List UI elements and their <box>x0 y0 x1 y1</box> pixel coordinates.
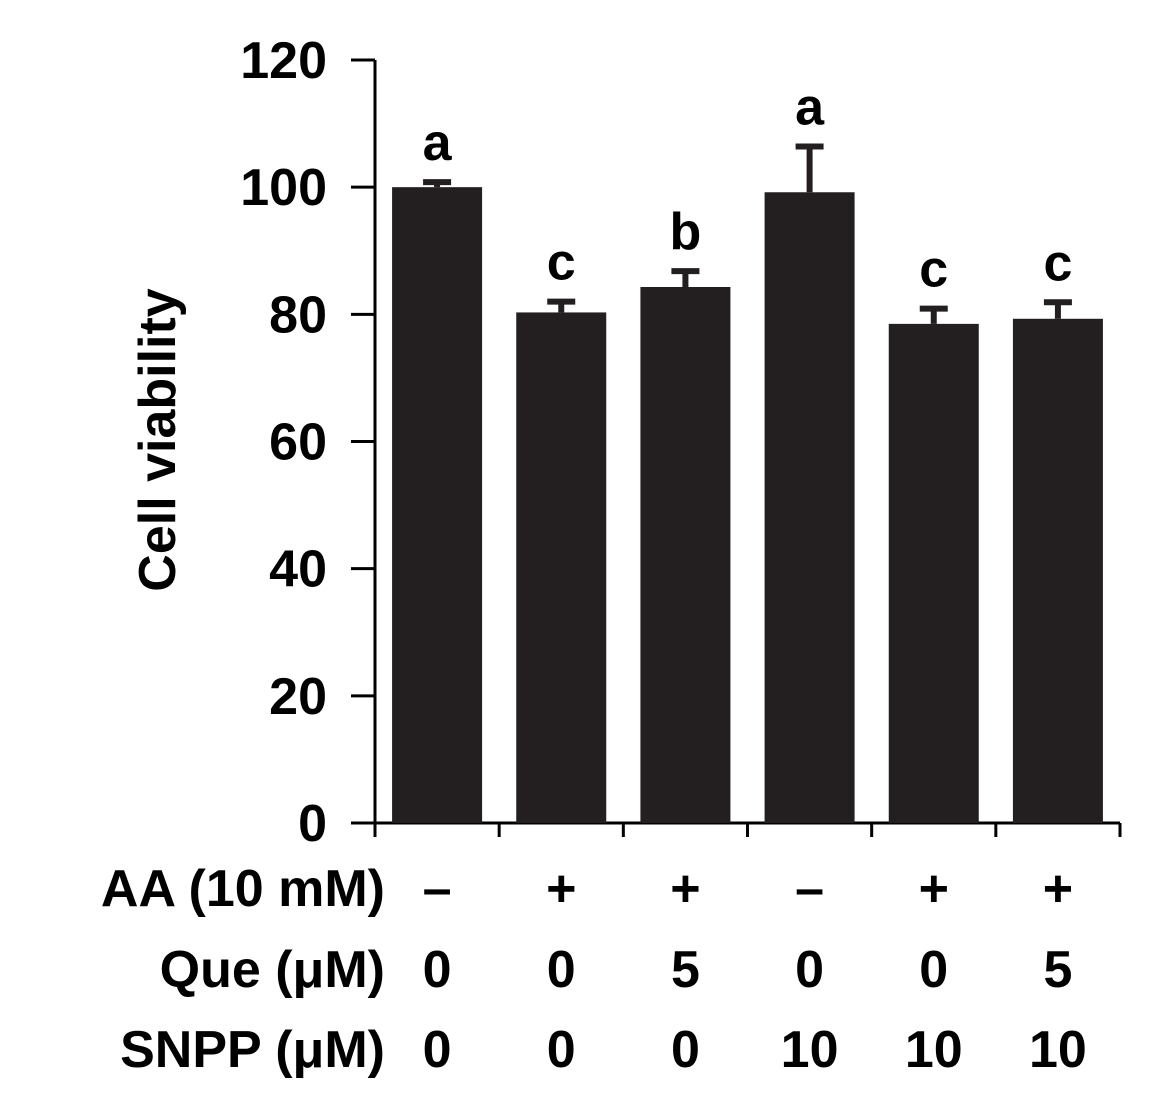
bar <box>1012 318 1103 823</box>
treatment-row-label: SNPP (μM) <box>120 1021 385 1079</box>
treatment-value: 10 <box>1029 1021 1087 1079</box>
treatment-value: 0 <box>671 1021 700 1079</box>
treatment-value: 5 <box>1043 941 1072 999</box>
x-axis <box>373 821 1122 837</box>
treatment-value: 0 <box>423 941 452 999</box>
error-bars <box>423 143 1072 324</box>
treatment-value: 0 <box>795 941 824 999</box>
y-tick-label: 100 <box>240 159 327 217</box>
treatment-value: + <box>1043 860 1073 918</box>
treatment-value: + <box>670 860 700 918</box>
treatment-row-label: AA (10 mM) <box>101 860 385 918</box>
treatment-value: 0 <box>919 941 948 999</box>
treatment-value: + <box>919 860 949 918</box>
bar <box>640 286 731 823</box>
significance-labels: a c b a c c <box>423 78 1073 298</box>
bars <box>392 187 1103 824</box>
y-tick-label: 60 <box>269 414 327 472</box>
y-tick-label: 0 <box>298 795 327 853</box>
treatment-value: 0 <box>547 1021 576 1079</box>
significance-letter: c <box>1043 234 1072 292</box>
bar <box>764 192 855 824</box>
y-tick-label: 80 <box>269 286 327 344</box>
y-axis-label: Cell viability <box>129 288 187 592</box>
treatment-value: 10 <box>905 1021 963 1079</box>
treatment-value: 0 <box>547 941 576 999</box>
y-tick-label: 120 <box>240 32 327 90</box>
bar <box>392 187 483 823</box>
y-axis: 0 20 40 60 80 100 120 <box>240 32 377 853</box>
y-tick-label: 20 <box>269 668 327 726</box>
bar <box>888 323 979 823</box>
treatment-value: – <box>795 860 824 918</box>
treatment-value: 5 <box>671 941 700 999</box>
significance-letter: a <box>795 78 825 136</box>
significance-letter: c <box>919 241 948 299</box>
significance-letter: b <box>670 203 702 261</box>
significance-letter: c <box>547 234 576 292</box>
bar <box>516 312 607 823</box>
treatment-value: – <box>423 860 452 918</box>
significance-letter: a <box>423 114 453 172</box>
treatment-value: 10 <box>781 1021 839 1079</box>
treatment-value: + <box>546 860 576 918</box>
treatment-value: 0 <box>423 1021 452 1079</box>
y-tick-label: 40 <box>269 541 327 599</box>
treatment-row-label: Que (μM) <box>160 941 385 999</box>
